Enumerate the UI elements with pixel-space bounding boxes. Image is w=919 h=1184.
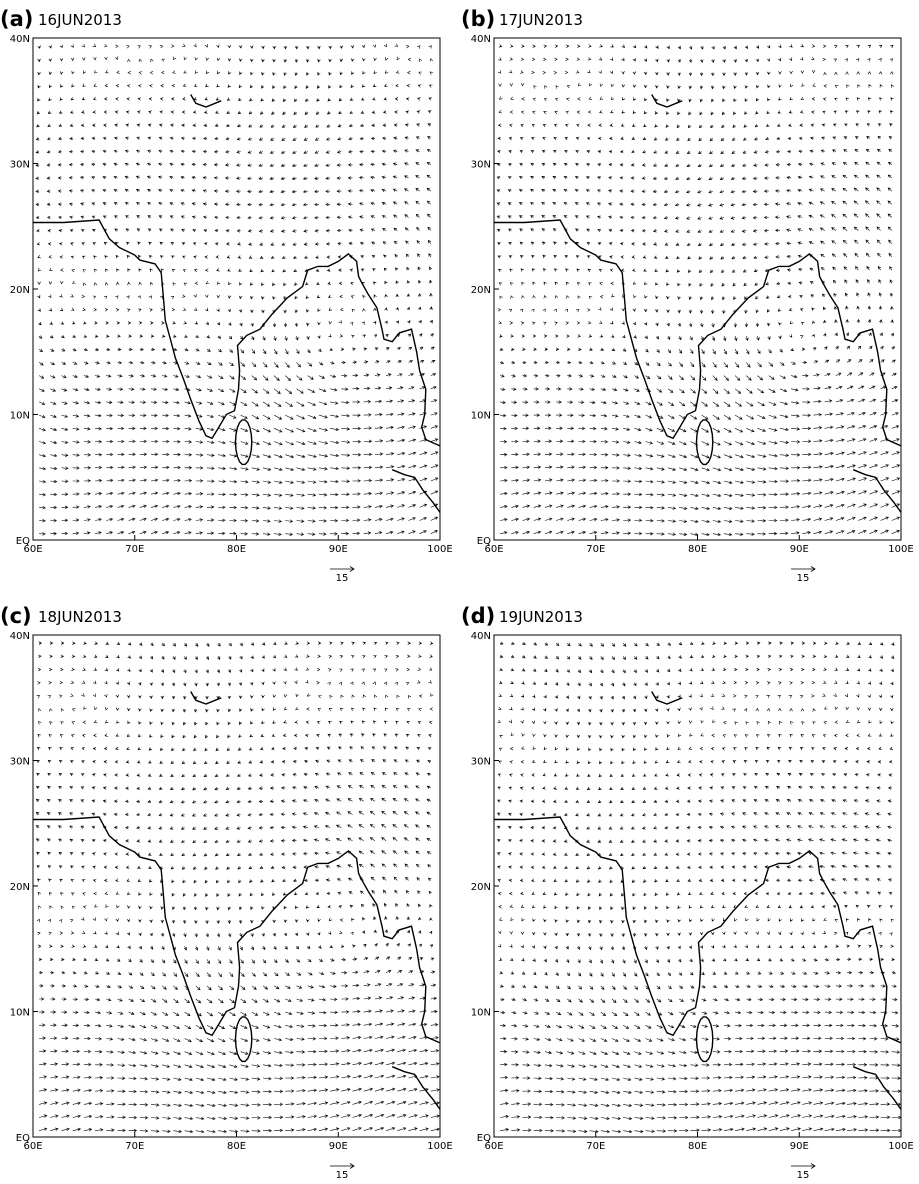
wind-vectors bbox=[35, 641, 441, 1134]
x-tick-label: 90E bbox=[790, 544, 809, 555]
x-tick-label: 70E bbox=[586, 544, 605, 555]
x-tick-label: 90E bbox=[329, 544, 348, 555]
x-tick-label: 60E bbox=[23, 1141, 42, 1152]
y-tick-label: EQ bbox=[16, 1133, 30, 1144]
y-tick-label: 40N bbox=[471, 631, 491, 642]
y-tick-label: 30N bbox=[10, 757, 30, 768]
reference-arrow bbox=[791, 566, 816, 572]
coastline bbox=[695, 1016, 714, 1063]
plot-frame bbox=[32, 37, 441, 541]
wind-vectors bbox=[35, 43, 439, 536]
x-tick-label: 90E bbox=[790, 1141, 809, 1152]
y-tick-label: EQ bbox=[477, 536, 491, 547]
map-panel: (d) 19JUN2013 EQ 10N 20N 30N 40N 60E 70E 80E 90E 10… bbox=[461, 604, 914, 1181]
coastline bbox=[651, 691, 683, 705]
y-tick-label: 30N bbox=[10, 160, 30, 171]
plot-frame bbox=[32, 634, 441, 1138]
x-tick-label: 60E bbox=[484, 1141, 503, 1152]
x-tick-label: 80E bbox=[227, 1141, 246, 1152]
x-tick-label: 60E bbox=[484, 544, 503, 555]
x-tick-label: 70E bbox=[125, 544, 144, 555]
coastline bbox=[33, 219, 441, 447]
map-panel: (b) 17JUN2013 EQ 10N 20N 30N 40N 60E 70E 80E 90E 10… bbox=[461, 7, 914, 584]
coastline bbox=[391, 469, 441, 513]
panel-date: 18JUN2013 bbox=[38, 608, 122, 626]
coastline bbox=[852, 1066, 902, 1110]
y-tick-label: 10N bbox=[10, 411, 30, 422]
panel-date: 16JUN2013 bbox=[38, 11, 122, 29]
reference-label: 15 bbox=[797, 1170, 810, 1180]
panel-date: 19JUN2013 bbox=[499, 608, 583, 626]
y-tick-label: 10N bbox=[471, 1008, 491, 1019]
x-tick-label: 80E bbox=[688, 1141, 707, 1152]
y-tick-label: 30N bbox=[471, 160, 491, 171]
panel-date: 17JUN2013 bbox=[499, 11, 583, 29]
x-tick-label: 100E bbox=[888, 1141, 913, 1152]
reference-arrow bbox=[330, 1163, 355, 1169]
y-tick-label: 40N bbox=[10, 34, 30, 45]
coastline bbox=[494, 816, 902, 1044]
map-panel: (c) 18JUN2013 EQ 10N 20N 30N 40N 60E 70E 80E 90E 10… bbox=[0, 604, 453, 1181]
reference-arrow bbox=[330, 566, 355, 572]
y-tick-label: 20N bbox=[10, 882, 30, 893]
map-panel: (a) 16JUN2013 EQ 10N 20N 30N 40N 60E 70E 80E 90E 10… bbox=[0, 7, 453, 584]
y-tick-label: 10N bbox=[471, 411, 491, 422]
coastline bbox=[391, 1066, 441, 1110]
plot-frame bbox=[493, 37, 902, 541]
panel-label: (d) bbox=[461, 604, 495, 628]
wind-vectors bbox=[496, 44, 901, 537]
wind-vectors bbox=[496, 641, 902, 1134]
coastline bbox=[494, 219, 902, 447]
panel-label: (a) bbox=[0, 7, 33, 31]
reference-arrow bbox=[791, 1163, 816, 1169]
y-tick-label: 10N bbox=[10, 1008, 30, 1019]
coastline bbox=[651, 94, 683, 108]
x-tick-label: 70E bbox=[586, 1141, 605, 1152]
coastline bbox=[695, 419, 714, 466]
y-tick-label: 40N bbox=[10, 631, 30, 642]
coastline bbox=[33, 816, 441, 1044]
y-tick-label: 20N bbox=[10, 285, 30, 296]
x-tick-label: 100E bbox=[888, 544, 913, 555]
reference-label: 15 bbox=[797, 573, 810, 584]
y-tick-label: 20N bbox=[471, 285, 491, 296]
x-tick-label: 100E bbox=[427, 1141, 452, 1152]
x-tick-label: 80E bbox=[227, 544, 246, 555]
y-tick-label: EQ bbox=[477, 1133, 491, 1144]
x-tick-label: 60E bbox=[23, 544, 42, 555]
coastline bbox=[190, 94, 222, 108]
reference-label: 15 bbox=[336, 1170, 349, 1180]
coastline bbox=[234, 1016, 253, 1063]
x-tick-label: 70E bbox=[125, 1141, 144, 1152]
y-tick-label: 40N bbox=[471, 34, 491, 45]
coastline bbox=[234, 419, 253, 466]
y-tick-label: EQ bbox=[16, 536, 30, 547]
y-tick-label: 20N bbox=[471, 882, 491, 893]
coastline bbox=[852, 469, 902, 513]
panel-label: (c) bbox=[0, 604, 32, 628]
coastline bbox=[190, 691, 222, 705]
panel-label: (b) bbox=[461, 7, 495, 31]
reference-label: 15 bbox=[336, 573, 349, 584]
y-tick-label: 30N bbox=[471, 757, 491, 768]
x-tick-label: 80E bbox=[688, 544, 707, 555]
plot-frame bbox=[493, 634, 902, 1138]
x-tick-label: 90E bbox=[329, 1141, 348, 1152]
x-tick-label: 100E bbox=[427, 544, 452, 555]
